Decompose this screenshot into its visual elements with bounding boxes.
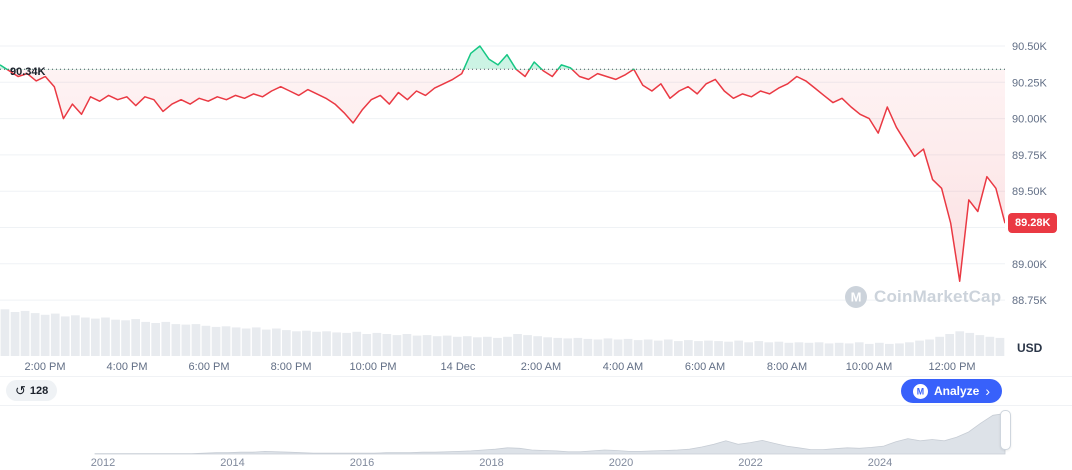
volume-bars — [0, 309, 1005, 356]
current-price-badge: 89.28K — [1008, 213, 1058, 234]
currency-label: USD — [1017, 341, 1043, 355]
x-axis-label: 6:00 PM — [188, 361, 230, 373]
x-axis-label: 14 Dec — [440, 361, 476, 373]
x-axis-label: 12:00 PM — [928, 361, 976, 373]
timeline-years: 2012 2014 2016 2018 2020 2022 2024 — [0, 455, 1072, 470]
y-axis-label: 89.75K — [1012, 150, 1048, 162]
coinmarketcap-logo-icon: M — [912, 383, 928, 399]
year-label: 2012 — [90, 457, 116, 469]
open-price-label: 90.34K — [10, 66, 46, 79]
y-axis-labels: 90.50K 90.25K 90.00K 89.75K 89.50K 89.00K 88.7… — [1012, 41, 1048, 307]
chevron-right-icon: › — [985, 382, 990, 399]
y-axis-label: 90.00K — [1012, 114, 1048, 126]
history-count-button[interactable]: ↺ 128 — [6, 380, 58, 401]
price-line-red — [4, 68, 1005, 282]
timeline-area — [94, 413, 1006, 455]
svg-text:M: M — [851, 290, 862, 305]
price-area-fill-green — [0, 46, 1005, 70]
year-label: 2024 — [867, 457, 893, 469]
x-axis-label: 4:00 AM — [602, 361, 644, 373]
y-axis-label: 89.50K — [1012, 186, 1048, 198]
watermark-text: CoinMarketCap — [874, 287, 1002, 306]
timeline-minimap[interactable] — [0, 406, 1072, 456]
x-axis-label: 4:00 PM — [106, 361, 148, 373]
x-axis-label: 10:00 AM — [845, 361, 893, 373]
price-chart-canvas[interactable]: 90.50K 90.25K 90.00K 89.75K 89.50K 89.00K 88.7… — [0, 0, 1072, 356]
year-label: 2014 — [220, 457, 245, 469]
divider — [0, 405, 1072, 406]
y-axis-label: 88.75K — [1012, 295, 1048, 307]
year-label: 2020 — [608, 457, 634, 469]
coinmarketcap-logo-icon: M — [845, 286, 867, 308]
x-axis-label: 10:00 PM — [349, 361, 397, 373]
y-axis-label: 90.25K — [1012, 77, 1048, 89]
y-axis-label: 89.00K — [1012, 259, 1048, 271]
divider — [0, 376, 1072, 377]
x-axis: 2:00 PM 4:00 PM 6:00 PM 8:00 PM 10:00 PM 14 D… — [0, 356, 1005, 376]
svg-text:M: M — [917, 386, 924, 396]
x-axis-label: 2:00 PM — [24, 361, 66, 373]
history-icon: ↺ — [15, 383, 26, 398]
range-handle[interactable] — [1000, 410, 1011, 450]
year-label: 2016 — [349, 457, 375, 469]
price-area-fill-red — [0, 68, 1005, 282]
history-count: 128 — [29, 384, 49, 397]
price-line-green — [0, 45, 635, 70]
x-axis-label: 8:00 PM — [270, 361, 312, 373]
coinmarketcap-watermark: M CoinMarketCap — [845, 286, 1001, 308]
year-label: 2018 — [479, 457, 504, 469]
analyze-label: Analyze — [933, 384, 980, 398]
year-label: 2022 — [738, 457, 763, 469]
y-axis-label: 90.50K — [1012, 41, 1048, 53]
x-axis-label: 2:00 AM — [520, 361, 562, 373]
x-axis-label: 8:00 AM — [766, 361, 808, 373]
analyze-button[interactable]: M Analyze › — [900, 379, 1002, 403]
x-axis-label: 6:00 AM — [684, 361, 726, 373]
